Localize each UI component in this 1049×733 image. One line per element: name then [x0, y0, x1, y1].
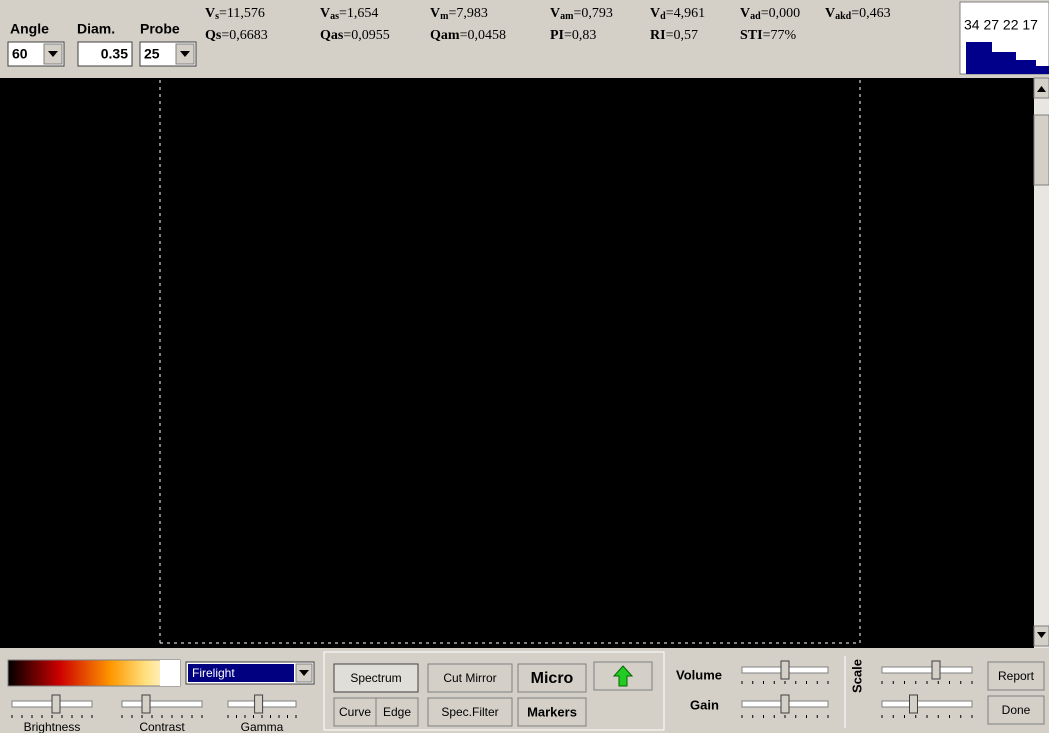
measurement-value: =0,57	[666, 28, 698, 43]
gamma-label: Gamma	[241, 720, 284, 733]
scale-label: Scale	[849, 659, 864, 693]
measurement: Qam=0,0458	[430, 28, 506, 43]
slider-thumb	[932, 661, 940, 679]
curve-button[interactable]: Curve	[334, 698, 376, 726]
palette-select[interactable]: Firelight	[186, 662, 314, 684]
spec-filter-text: Spec.Filter	[441, 705, 498, 719]
volume-label: Volume	[676, 667, 722, 682]
measurement-symbol: RI	[650, 28, 666, 43]
measurement-symbol: PI	[550, 28, 564, 43]
up-button[interactable]	[594, 662, 652, 690]
done-button[interactable]: Done	[988, 696, 1044, 724]
measurement-value: =0,83	[564, 28, 596, 43]
scrollbar[interactable]	[1034, 78, 1049, 648]
palette-value: Firelight	[192, 666, 235, 680]
measurement-sub: am	[560, 11, 574, 22]
measurement-sub: as	[330, 11, 339, 22]
report-button[interactable]: Report	[988, 662, 1044, 690]
measurement-symbol: V	[320, 6, 330, 21]
measurement-value: =0,0955	[343, 28, 389, 43]
measurement: Vm=7,983	[430, 6, 488, 22]
probe-label: Probe	[140, 21, 180, 37]
micro-text: Micro	[531, 670, 574, 687]
measurement-value: =1,654	[339, 6, 378, 21]
edge-text: Edge	[383, 705, 411, 719]
measurement: Vam=0,793	[550, 6, 613, 22]
measurement-symbol: V	[550, 6, 560, 21]
measurement-symbol: V	[740, 6, 750, 21]
measurement: PI=0,83	[550, 28, 596, 43]
slider-thumb	[255, 695, 263, 713]
measurement-value: =0,6683	[221, 28, 267, 43]
measurement: Qs=0,6683	[205, 28, 268, 43]
measurement: RI=0,57	[650, 28, 698, 43]
contrast-label: Contrast	[139, 720, 185, 733]
slider-thumb	[781, 661, 789, 679]
measurement-sub: ad	[750, 11, 761, 22]
measurement-symbol: V	[430, 6, 440, 21]
markers-button[interactable]: Markers	[518, 698, 586, 726]
slider-track	[882, 701, 972, 707]
curve-text: Curve	[339, 705, 371, 719]
measurement: Vd=4,961	[650, 6, 705, 22]
measurement-symbol: STI	[740, 28, 763, 43]
angle-label: Angle	[10, 21, 49, 37]
brightness-label: Brightness	[24, 720, 81, 733]
angle-value: 60	[12, 46, 28, 62]
gain-label: Gain	[690, 697, 719, 712]
measurement-symbol: Qam	[430, 28, 460, 43]
report-text: Report	[998, 669, 1035, 683]
slider-thumb	[142, 695, 150, 713]
slider-track	[882, 667, 972, 673]
measurement-symbol: V	[205, 6, 215, 21]
slider-thumb	[52, 695, 60, 713]
diam-value: 0.35	[101, 46, 128, 62]
spectrum-text: Spectrum	[350, 671, 401, 685]
measurement-symbol: Qas	[320, 28, 344, 43]
spectrum-button[interactable]: Spectrum	[334, 664, 418, 692]
measurement-value: =77%	[763, 28, 797, 43]
probe-select[interactable]: 25	[140, 42, 196, 66]
measurement-value: =0,463	[851, 6, 890, 21]
measurement-sub: akd	[835, 11, 852, 22]
histogram: 34 27 22 17	[960, 2, 1049, 74]
slider-track	[122, 701, 202, 707]
measurement: Vas=1,654	[320, 6, 378, 22]
measurement-symbol: V	[825, 6, 835, 21]
measurement: STI=77%	[740, 28, 796, 43]
spec-filter-button[interactable]: Spec.Filter	[428, 698, 512, 726]
cut-mirror-button[interactable]: Cut Mirror	[428, 664, 512, 692]
measurement-value: =0,0458	[460, 28, 506, 43]
measurement-value: =7,983	[448, 6, 487, 21]
edge-button[interactable]: Edge	[376, 698, 418, 726]
histogram-labels: 34 27 22 17	[964, 17, 1038, 33]
markers-text: Markers	[527, 704, 577, 719]
slider-thumb	[910, 695, 918, 713]
measurement-value: =0,793	[573, 6, 612, 21]
measurement-value: =4,961	[666, 6, 705, 21]
done-text: Done	[1002, 703, 1031, 717]
diam-label: Diam.	[77, 21, 115, 37]
measurement: Vs=11,576	[205, 6, 265, 22]
palette-bar	[8, 660, 180, 686]
measurement: Vakd=0,463	[825, 6, 891, 22]
angle-select[interactable]: 60	[8, 42, 64, 66]
measurement: Vad=0,000	[740, 6, 800, 22]
spectrum-view	[0, 78, 1034, 648]
cut-mirror-text: Cut Mirror	[443, 671, 496, 685]
measurement-symbol: Qs	[205, 28, 222, 43]
slider-thumb	[781, 695, 789, 713]
probe-value: 25	[144, 46, 160, 62]
doppler-app: 40302010-10-20-30-40-50-60-70 Angle Diam…	[0, 0, 1049, 733]
micro-button[interactable]: Micro	[518, 664, 586, 692]
diam-input[interactable]: 0.35	[78, 42, 132, 66]
measurement-value: =0,000	[761, 6, 800, 21]
measurement: Qas=0,0955	[320, 28, 390, 43]
measurement-symbol: V	[650, 6, 660, 21]
measurement-value: =11,576	[219, 6, 265, 21]
